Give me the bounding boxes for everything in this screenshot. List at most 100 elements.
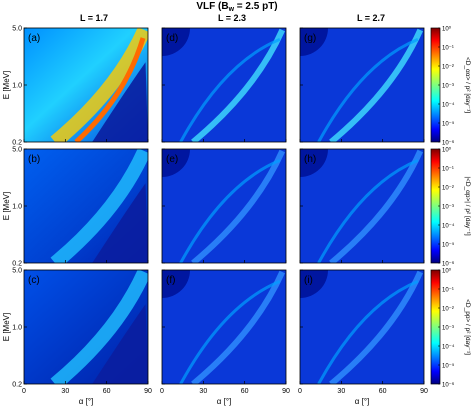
resonance-band: [191, 28, 286, 142]
column-title-2: L = 2.3: [218, 13, 246, 23]
x-tick-label: 60: [241, 388, 249, 395]
colorbar-tick-label: 10⁻¹: [442, 167, 454, 173]
resonance-band: [329, 28, 424, 142]
x-tick-label: 90: [420, 388, 428, 395]
colorbar-tick-label: 10⁻⁵: [442, 242, 455, 249]
column-title-1: L = 1.7: [80, 13, 108, 23]
y-tick-label: 1.0: [12, 83, 22, 90]
resonance-band: [191, 270, 286, 384]
low-value-region: [92, 62, 148, 142]
heatmap-panel-i: (i): [299, 269, 425, 385]
colorbar-tick-label: 10⁻⁶: [442, 261, 455, 268]
y-axis-label: E [MeV]: [2, 192, 11, 220]
figure-title: VLF (Bw = 2.5 pT): [196, 1, 277, 13]
panel-label: (f): [166, 275, 175, 286]
panel-label: (c): [28, 275, 40, 286]
low-value-region: [162, 149, 190, 177]
resonance-band: [50, 270, 148, 384]
x-tick-label: 60: [103, 388, 111, 395]
x-tick-label: 30: [199, 388, 207, 395]
colorbar-tick-label: 10⁻¹: [442, 46, 454, 52]
resonance-band: [191, 149, 286, 263]
resonance-band: [317, 280, 419, 384]
colorbar-tick-label: 10⁻³: [442, 84, 454, 90]
low-value-region: [162, 270, 190, 298]
y-tick-label: 0.2: [12, 382, 22, 389]
colorbar-label: |<D_αp>| / p² [day⁻¹]: [464, 176, 471, 236]
panel-label: (h): [304, 154, 316, 165]
colorbar-tick-label: 10⁻²: [442, 65, 454, 71]
y-tick-label: 0.2: [12, 140, 22, 147]
colorbar-tick-label: 10⁻¹: [442, 288, 454, 294]
colorbar-tick-label: 10⁰: [442, 268, 452, 275]
resonance-peak: [74, 37, 146, 142]
low-value-region: [92, 183, 148, 263]
x-tick-label: 90: [282, 388, 290, 395]
axes-layer: 0.2 1.0 5.0 E [MeV] 0.2 1.0 5.0 E [MeV] 0 30 60 90 0…: [2, 26, 428, 407]
column-title-3: L = 2.7: [357, 13, 385, 23]
panel-label: (e): [166, 154, 178, 165]
heatmap-panel-c: (c): [23, 269, 149, 385]
y-tick-label: 5.0: [12, 268, 22, 275]
resonance-band: [50, 149, 148, 263]
colorbar-tick-label: 10⁻⁶: [442, 382, 455, 389]
low-value-region: [300, 28, 328, 56]
panel-label: (a): [28, 33, 40, 44]
colorbar-tick-label: 10⁰: [442, 26, 452, 33]
x-tick-label: 30: [337, 388, 345, 395]
resonance-band: [329, 270, 424, 384]
panel-label: (i): [304, 275, 313, 286]
colorbar-tick-label: 10⁻³: [442, 205, 454, 211]
colorbar-tick-label: 10⁻⁶: [442, 140, 455, 147]
low-value-region: [300, 270, 328, 298]
colorbar-tick-label: 10⁻⁵: [442, 363, 455, 370]
heatmap-panel-f: (f): [161, 269, 287, 385]
x-tick-label: 0: [298, 388, 302, 395]
colorbar-tick-label: 10⁻⁴: [442, 223, 455, 230]
resonance-band: [329, 149, 424, 263]
colorbar-tick-label: 10⁻⁴: [442, 344, 455, 351]
low-value-region: [92, 304, 148, 384]
y-axis-label: E [MeV]: [2, 313, 11, 341]
colorbar-tick-label: 10⁻²: [442, 307, 454, 313]
heatmap-panel-h: (h): [299, 148, 425, 264]
colorbar-tick-label: 10⁻²: [442, 186, 454, 192]
y-tick-label: 5.0: [12, 147, 22, 154]
heatmap-panel-b: (b): [23, 148, 149, 264]
y-tick-label: 0.2: [12, 261, 22, 268]
x-axis-label: α [°]: [355, 397, 370, 406]
colorbar-tick-label: 10⁻³: [442, 326, 454, 332]
y-tick-label: 1.0: [12, 204, 22, 211]
x-tick-label: 0: [22, 388, 26, 395]
low-value-region: [162, 28, 190, 56]
colorbar-tick-label: 10⁻⁴: [442, 102, 455, 109]
panel-label: (d): [166, 33, 178, 44]
resonance-band: [179, 38, 281, 142]
low-value-region: [300, 149, 328, 177]
panel-label: (g): [304, 33, 316, 44]
y-tick-label: 5.0: [12, 26, 22, 33]
heatmap-panel-d: (d): [161, 27, 287, 143]
colorbar-tick-label: 10⁰: [442, 147, 452, 154]
colorbar-layer: 10⁰ 10⁻¹ 10⁻² 10⁻³ 10⁻⁴ 10⁻⁵ 10⁻⁶ <D_αα> / p² […: [430, 26, 471, 389]
y-tick-label: 1.0: [12, 325, 22, 332]
x-tick-label: 30: [61, 388, 69, 395]
resonance-band: [317, 38, 419, 142]
colorbar-2: 10⁰ 10⁻¹ 10⁻² 10⁻³ 10⁻⁴ 10⁻⁵ 10⁻⁶ |<D_αp>| / p²…: [430, 147, 471, 268]
resonance-band: [179, 159, 281, 263]
x-axis-label: α [°]: [217, 397, 232, 406]
colorbar-tick-label: 10⁻⁵: [442, 121, 455, 128]
colorbar-label: <D_αα> / p² [day⁻¹]: [464, 57, 471, 113]
resonance-band: [50, 28, 148, 142]
colorbar-3: 10⁰ 10⁻¹ 10⁻² 10⁻³ 10⁻⁴ 10⁻⁵ 10⁻⁶ <D_pp> / p² […: [430, 268, 471, 389]
heatmap-panel-a: (a): [23, 27, 149, 143]
resonance-band: [317, 159, 419, 263]
resonance-band: [179, 280, 281, 384]
heatmap-panel-g: (g): [299, 27, 425, 143]
x-tick-label: 0: [160, 388, 164, 395]
x-tick-label: 60: [379, 388, 387, 395]
x-tick-label: 90: [144, 388, 152, 395]
colorbar-label: <D_pp> / p² [day⁻¹]: [464, 299, 471, 355]
y-axis-label: E [MeV]: [2, 71, 11, 99]
